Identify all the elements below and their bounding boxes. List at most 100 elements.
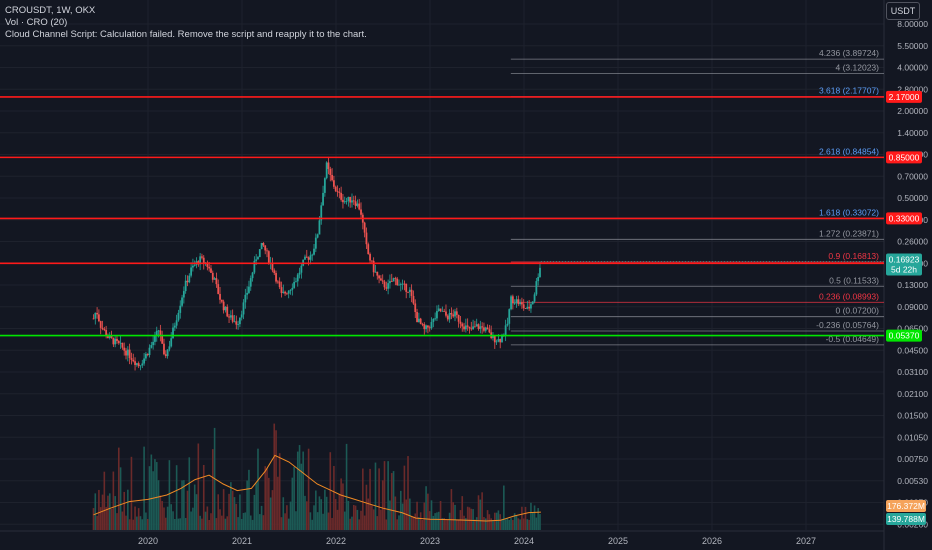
candle-body: [130, 358, 133, 360]
volume-bar: [376, 516, 379, 530]
volume-bar: [202, 464, 205, 530]
symbol-title[interactable]: CROUSDT, 1W, OKX: [5, 5, 96, 16]
candle-body: [231, 315, 234, 322]
candle-body: [316, 234, 319, 238]
candle-body: [222, 301, 225, 311]
volume-bar: [181, 480, 183, 530]
volume-bar: [228, 493, 230, 530]
candle-body: [139, 365, 142, 367]
fib-level-label: 4 (3.12023): [836, 62, 880, 72]
candle-body: [237, 324, 239, 325]
candle-body: [517, 299, 520, 305]
volume-bar: [237, 517, 239, 530]
volume-bar: [211, 449, 214, 530]
volume-bar: [474, 519, 476, 530]
candle-body: [497, 338, 500, 342]
fib-level-label: 0.9 (0.16813): [828, 251, 879, 261]
candle-body: [437, 308, 440, 311]
candle-body: [398, 284, 400, 286]
volume-bar: [363, 515, 366, 530]
volume-bar: [116, 513, 118, 530]
level-tag: [886, 212, 922, 225]
candle-body: [300, 265, 303, 273]
candle-body: [367, 244, 370, 255]
level-tag: [886, 151, 922, 164]
candle-body: [452, 314, 455, 317]
volume-bar: [155, 462, 158, 530]
volume-bar: [230, 482, 232, 530]
volume-bar: [96, 515, 98, 530]
candle-body: [215, 278, 218, 285]
volume-bar: [392, 471, 395, 530]
volume-bar: [163, 507, 165, 530]
volume-bar: [305, 501, 308, 530]
volume-bar: [215, 518, 218, 530]
candle-body: [499, 338, 502, 343]
candle-body: [229, 315, 232, 318]
volume-bar: [233, 497, 236, 530]
candle-body: [135, 363, 138, 365]
candle-body: [389, 281, 391, 284]
volume-bar: [134, 506, 136, 530]
volume-bar: [112, 471, 115, 530]
candle-body: [239, 317, 241, 325]
volume-bar: [137, 508, 140, 530]
volume-bar: [307, 448, 310, 530]
candle-body: [224, 306, 227, 311]
currency-button[interactable]: USDT: [886, 2, 920, 20]
volume-bar: [201, 518, 203, 530]
candle-body: [293, 281, 296, 288]
volume-bar: [148, 466, 151, 530]
volume-bar: [446, 519, 449, 530]
volume-bar: [418, 517, 420, 530]
candle-body: [434, 318, 437, 320]
level-tag: [886, 329, 922, 342]
volume-bar: [340, 478, 342, 530]
candle-body: [510, 296, 512, 310]
volume-bar: [416, 501, 418, 530]
candle-body: [108, 335, 111, 338]
volume-bar: [492, 519, 494, 530]
volume-bar: [427, 493, 429, 530]
volume-bar: [334, 499, 337, 530]
volume-bar: [484, 518, 487, 530]
volume-bar: [385, 519, 388, 530]
volume-indicator-title[interactable]: Vol · CRO (20): [5, 17, 68, 28]
time-axis[interactable]: 2020 2021 2022 2023 2024 2025 2026 2027: [138, 536, 816, 546]
candle-body: [501, 335, 503, 343]
volume-bar: [501, 518, 503, 530]
candle-body: [356, 203, 359, 206]
candle-body: [474, 326, 476, 328]
volume-bar: [524, 506, 527, 530]
candle-body: [327, 162, 330, 169]
candle-body: [492, 335, 494, 339]
fib-level-label: 0.5 (0.11533): [829, 275, 879, 285]
volume-bar: [121, 511, 124, 530]
candle-body: [504, 325, 507, 335]
volume-bar: [521, 506, 523, 530]
candle-body: [246, 292, 249, 295]
volume-bar: [539, 514, 541, 530]
candle-body: [385, 287, 388, 289]
volume-bar: [504, 519, 507, 530]
volume-bar: [99, 507, 102, 530]
candle-body: [94, 312, 97, 319]
candle-body: [401, 283, 404, 285]
candle-body: [511, 296, 514, 304]
volume-bar: [378, 468, 380, 530]
candle-body: [410, 289, 413, 296]
volume-bar: [217, 494, 220, 530]
candle-body: [392, 278, 395, 282]
candle-body: [419, 318, 422, 324]
volume-bar: [302, 451, 304, 530]
volume-bar: [336, 509, 339, 530]
volume-tag-label: 139.788M: [887, 514, 925, 524]
candle-body: [513, 302, 516, 304]
volume-bar: [197, 443, 200, 530]
volume-bar: [287, 518, 290, 530]
volume-bar: [98, 489, 100, 530]
volume-bar: [103, 471, 106, 530]
volume-bar: [367, 498, 370, 530]
price-tick-label: 0.50000: [897, 193, 928, 203]
